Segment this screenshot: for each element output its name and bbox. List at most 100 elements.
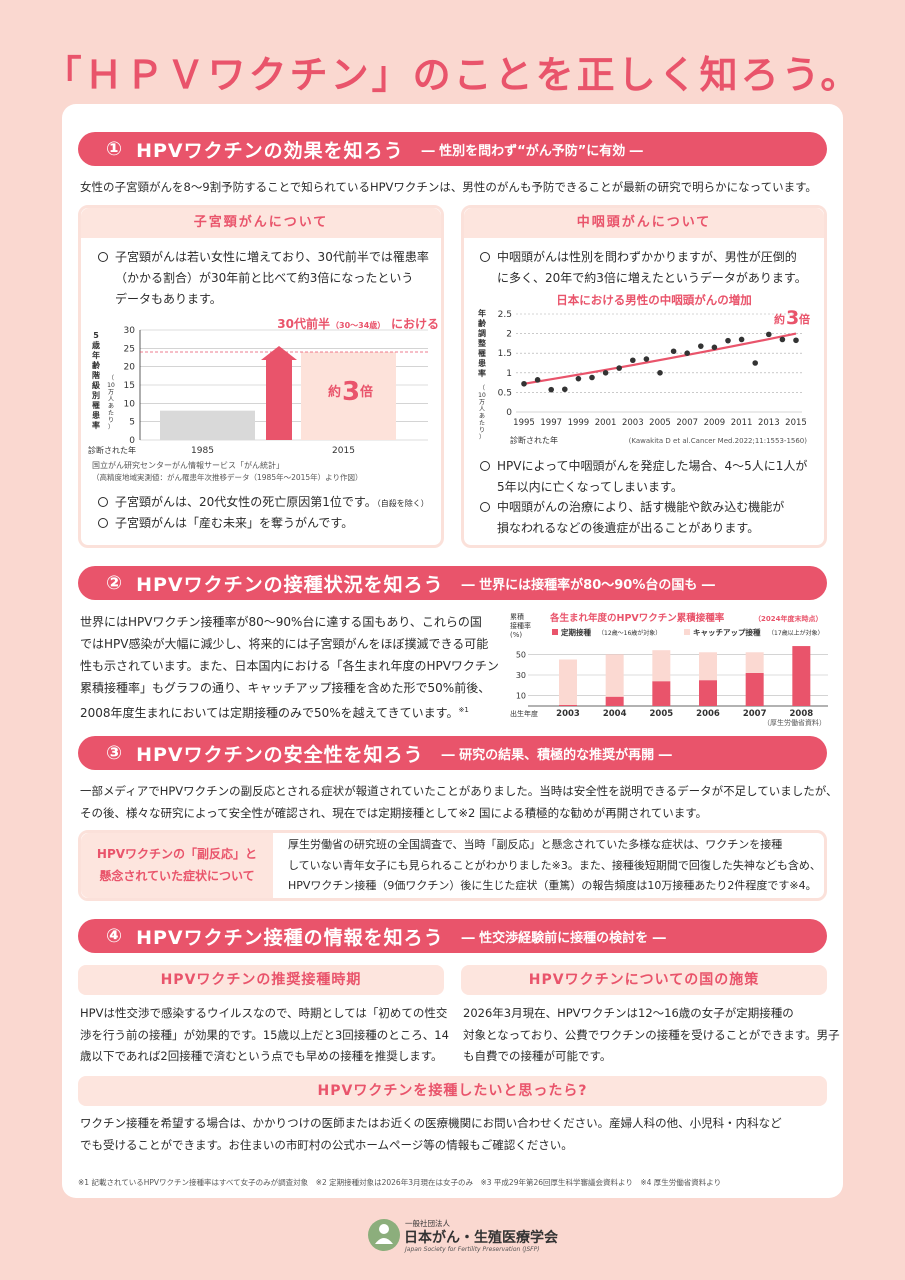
vaccination-y-tick: 10 <box>516 692 526 701</box>
oropharyngeal-y-unit-char: た <box>479 420 485 427</box>
cervical-annotation-b: 3 <box>342 377 360 407</box>
section-2-header: ② HPVワクチンの接種状況を知ろう ― 世界には接種率が80〜90%台の国も … <box>78 566 827 600</box>
logo-english-name: Japan Society for Fertility Preservation… <box>405 1246 540 1253</box>
footnotes: ※1 記載されているHPVワクチン接種率はすべて女子のみが調査対象 ※2 定期接… <box>78 1178 722 1187</box>
oropharyngeal-y-tick: 0 <box>506 408 512 418</box>
section-4-number: ④ <box>106 925 123 947</box>
oropharyngeal-y-unit-char: （ <box>479 385 485 392</box>
oropharyngeal-data-point <box>698 343 704 349</box>
cervical-y-tick: 20 <box>124 363 136 373</box>
oropharyngeal-y-label-char: 齢 <box>478 318 487 328</box>
cervical-chart-title-a: 30代前半 <box>277 316 330 331</box>
logo-small-text: 一般社団法人 <box>405 1219 450 1228</box>
legend-catchup-swatch <box>684 629 690 635</box>
jsfp-logo-icon <box>368 1219 400 1251</box>
section-1-header: ① HPVワクチンの効果を知ろう ― 性別を問わず“がん予防”に有効 ― <box>78 132 827 166</box>
logo-name: 日本がん・生殖医療学会 <box>404 1230 558 1246</box>
cervical-chart-title-paren: （30〜34歳） <box>331 320 385 330</box>
vaccination-bar-regular-2004 <box>605 696 624 706</box>
cervical-annotation-a: 約 <box>328 384 341 400</box>
side-effect-label: HPVワクチンの「副反応」と 懸念されていた症状について <box>96 847 258 883</box>
vaccination-bar-catchup-2006 <box>699 652 717 681</box>
cervical-y-unit-char: り <box>108 417 114 424</box>
oropharyngeal-x-tick: 2009 <box>704 418 726 428</box>
cervical-chart-title-b: における罹患率 <box>391 316 438 331</box>
vaccination-x-tick: 2006 <box>696 709 720 719</box>
cervical-y-label-char: 齢 <box>92 360 101 370</box>
section-3-title: HPVワクチンの安全性を知ろう <box>136 743 424 766</box>
cervical-y-label-char: 階 <box>92 370 100 380</box>
cervical-x-tick: 2015 <box>332 446 355 456</box>
vaccination-chart-title-note: （2024年度末時点） <box>754 614 822 623</box>
oropharyngeal-annotation-a: 約 <box>774 312 785 326</box>
section-2-title: HPVワクチンの接種状況を知ろう <box>136 573 444 596</box>
how-to-get-vaccinated-body: ワクチン接種を希望する場合は、かかりつけの医師またはお近くの医療機関にお問い合わ… <box>80 1116 782 1152</box>
vaccination-bar-catchup-2003 <box>559 659 577 705</box>
vaccination-chart-title: 各生まれ年度のHPVワクチン累積接種率 <box>549 612 725 624</box>
oropharyngeal-data-point <box>548 386 554 393</box>
oropharyngeal-data-point <box>779 336 786 343</box>
vaccination-x-axis-label: 出生年度 <box>510 709 538 718</box>
vaccination-bar-catchup-2004 <box>605 654 624 697</box>
legend-regular-note: （12歳〜16歳が対象） <box>598 629 661 637</box>
oropharyngeal-data-point <box>643 356 650 362</box>
oropharyngeal-data-point <box>602 370 609 376</box>
cervical-y-unit-char: 10 <box>107 382 115 389</box>
vaccination-x-tick: 2003 <box>556 709 580 719</box>
legend-regular-label: 定期接種 <box>561 627 591 637</box>
vaccination-y-label: 累積 <box>510 612 524 621</box>
vaccination-rate-chart: 各生まれ年度のHPVワクチン累積接種率 （2024年度末時点） 定期接種 （12歳… <box>510 612 828 727</box>
oropharyngeal-text-1: 中咽頭がんは性別を問わずかかりますが、男性が圧倒的 に多く、20年で約3倍に増えた… <box>480 247 807 289</box>
recommended-timing-body: HPVは性交渉で感染するウイルスなので、時期としては「初めての性交 渉を行う前の接… <box>80 1006 449 1063</box>
vaccination-bar-regular-2008 <box>792 646 811 706</box>
cervical-bar-1985 <box>160 410 255 440</box>
oropharyngeal-y-unit-char: ） <box>479 434 485 441</box>
oropharyngeal-y-tick: 1 <box>506 369 512 379</box>
legend-catchup-note: （17歳以上が対象） <box>768 629 824 637</box>
cervical-text-2: 子宮頸がんは、20代女性の死亡原因第1位です。（自殺を除く） <box>98 492 429 514</box>
cervical-y-label-char: 罹 <box>92 400 100 410</box>
vaccination-bar-catchup-2007 <box>745 652 764 673</box>
oropharyngeal-x-tick: 2015 <box>785 418 807 428</box>
oropharyngeal-data-point <box>562 386 568 393</box>
oropharyngeal-data-point <box>793 337 799 344</box>
legend-catchup-label: キャッチアップ接種 <box>693 627 761 637</box>
cervical-y-unit-char: 人 <box>108 396 114 403</box>
section-3-number: ③ <box>106 742 123 764</box>
cervical-y-unit-char: ） <box>108 424 114 431</box>
section-2-subtitle: ― 世界には接種率が80〜90%台の国も ― <box>461 577 715 593</box>
cervical-x-axis-label: 診断された年 <box>88 445 136 455</box>
cervical-y-tick: 10 <box>124 399 136 409</box>
oropharyngeal-text-2: HPVによって中咽頭がんを発症した場合、4〜5人に1人が 5年以内に亡くなってしま… <box>479 456 807 498</box>
oropharyngeal-data-point <box>616 365 622 371</box>
vaccination-bar-regular-2006 <box>699 680 717 706</box>
oropharyngeal-x-tick: 2005 <box>649 418 671 428</box>
oropharyngeal-y-label-char: 率 <box>478 368 486 378</box>
cervical-cancer-heading: 子宮頸がんについて <box>81 208 441 238</box>
cervical-y-unit-char: （ <box>108 375 114 382</box>
cervical-text-1: 子宮頸がんは若い女性に増えており、30代前半では罹患率 （かかる割合）が30年前と… <box>98 247 429 310</box>
section-4-header: ④ HPVワクチン接種の情報を知ろう ― 性交渉経験前に接種の検討を ― <box>78 919 827 953</box>
cervical-increase-arrow-head <box>261 346 297 360</box>
vaccination-bar-regular-2003 <box>559 704 577 706</box>
cervical-incidence-chart: 30代前半 （30〜34歳） における罹患率 5歳年齢階級別罹患率（10万人あた… <box>88 316 438 456</box>
cervical-y-label-char: 歳 <box>92 340 100 350</box>
section-1-intro: 女性の子宮頸がんを8〜9割予防することで知られているHPVワクチンは、男性のがん… <box>80 180 817 194</box>
oropharyngeal-x-tick: 1995 <box>513 418 535 428</box>
vaccination-bar-regular-2005 <box>652 681 671 706</box>
oropharyngeal-data-point <box>657 370 663 376</box>
cervical-y-label-char: 別 <box>91 391 100 400</box>
oropharyngeal-y-unit-char: 人 <box>479 406 485 413</box>
oropharyngeal-data-point <box>534 377 541 383</box>
page-title: 「ＨＰＶワクチン」のことを正しく知ろう。 <box>43 53 862 97</box>
national-policy-body: 2026年3月現在、HPVワクチンは12〜16歳の女子が定期接種の 対象となってお… <box>463 1006 840 1063</box>
vaccination-source: （厚生労働省資料） <box>763 718 826 727</box>
cervical-annotation-c: 倍 <box>360 384 373 400</box>
section-1-number: ① <box>106 138 123 160</box>
cervical-y-label-char: 級 <box>92 380 100 390</box>
oropharyngeal-data-point <box>575 375 582 382</box>
section-3-body: 一部メディアでHPVワクチンの副反応とされる症状が報道されていたことがありました… <box>80 784 838 820</box>
oropharyngeal-source: (Kawakita D et al.Cancer Med.2022;11:155… <box>629 437 808 445</box>
oropharyngeal-data-point <box>725 337 731 344</box>
